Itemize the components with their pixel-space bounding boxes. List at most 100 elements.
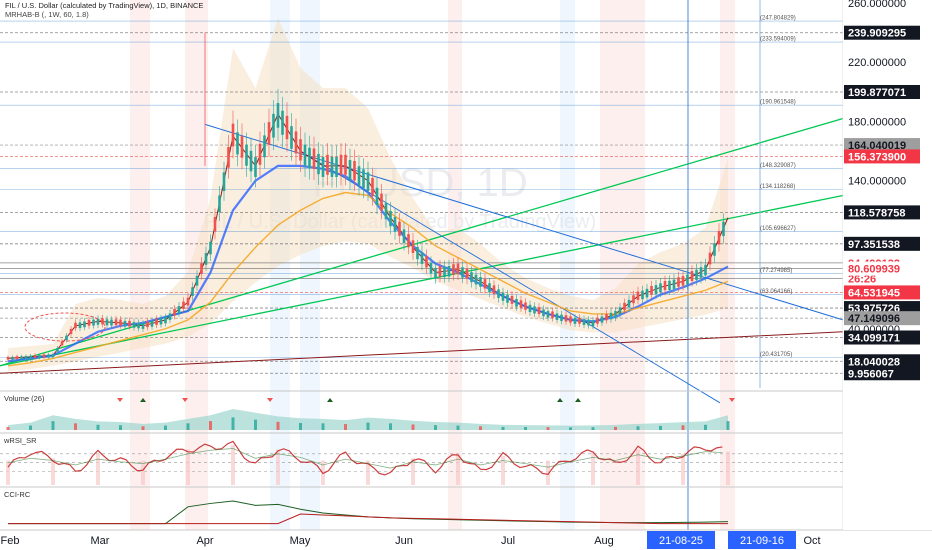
trendline-green-upper[interactable] (0, 117, 844, 367)
candle-body[interactable] (375, 187, 379, 206)
candle-body[interactable] (263, 135, 266, 158)
cci-pane-label[interactable]: CCI-RC (4, 490, 31, 499)
time-axis-label[interactable]: Apr (196, 535, 213, 547)
price-level-tag-label[interactable]: 97.351538 (848, 239, 900, 251)
price-level-tag[interactable] (844, 25, 920, 40)
candle-body[interactable] (533, 306, 536, 314)
wrsi-line[interactable] (7, 448, 723, 469)
price-pane[interactable]: (247.804829) (233.594009) (190.961548) (148… (0, 0, 844, 530)
candle-body[interactable] (281, 110, 284, 135)
candle-body[interactable] (132, 322, 136, 328)
candle-body[interactable] (150, 320, 154, 327)
time-axis-label[interactable]: May (290, 535, 311, 547)
price-level-tag[interactable] (844, 330, 920, 345)
candle-body[interactable] (92, 319, 95, 326)
candle-body[interactable] (83, 321, 86, 328)
cci-line[interactable] (8, 513, 728, 525)
candle-body[interactable] (407, 234, 410, 248)
volume-bar[interactable] (51, 421, 55, 430)
time-axis-label[interactable]: Jun (395, 535, 413, 547)
candle-body[interactable] (501, 292, 505, 301)
volume-bar[interactable] (299, 422, 302, 430)
candle-body[interactable] (137, 322, 140, 329)
candle-body[interactable] (609, 312, 613, 320)
volume-bar[interactable] (186, 423, 190, 430)
candle-body[interactable] (411, 240, 415, 253)
price-level-tag-label[interactable]: 47.149096 (848, 313, 900, 325)
candle-body[interactable] (690, 271, 694, 282)
candle-body[interactable] (650, 285, 653, 295)
volume-bar[interactable] (276, 421, 280, 430)
candle-body[interactable] (96, 318, 100, 325)
candle-body[interactable] (186, 297, 190, 306)
candle-body[interactable] (182, 301, 185, 309)
candle-body[interactable] (33, 355, 37, 358)
price-level-tag-label[interactable]: 34.099171 (848, 333, 900, 345)
candle-body[interactable] (105, 319, 109, 326)
candle-body[interactable] (303, 144, 307, 166)
candle-body[interactable] (357, 166, 361, 186)
volume-bar[interactable] (591, 427, 595, 430)
candle-body[interactable] (623, 302, 626, 311)
volume-bar[interactable] (231, 417, 235, 430)
candle-body[interactable] (15, 356, 19, 359)
time-axis-label[interactable]: Jul (501, 535, 515, 547)
candle-body[interactable] (434, 267, 437, 279)
candle-body[interactable] (249, 150, 253, 172)
price-level-tag[interactable] (844, 138, 920, 153)
trendline-green-lower[interactable] (0, 194, 844, 367)
candle-body[interactable] (515, 298, 518, 307)
candle-body[interactable] (708, 252, 712, 265)
candle-body[interactable] (11, 356, 14, 360)
volume-bar[interactable] (389, 423, 392, 430)
trendline-maroon[interactable] (0, 331, 844, 374)
candle-body[interactable] (447, 266, 451, 277)
volume-bar[interactable] (704, 424, 707, 430)
candle-body[interactable] (398, 221, 401, 236)
price-level-tag-label[interactable]: 239.909295 (848, 28, 906, 40)
volume-bar[interactable] (681, 425, 685, 430)
candle-body[interactable] (470, 272, 473, 283)
candle-body[interactable] (456, 263, 460, 275)
candle-body[interactable] (632, 295, 635, 304)
candle-body[interactable] (276, 103, 280, 128)
candle-body[interactable] (488, 283, 491, 293)
volume-bar[interactable] (96, 424, 100, 430)
candle-body[interactable] (294, 131, 298, 154)
candle-body[interactable] (74, 322, 77, 329)
volume-bar[interactable] (119, 425, 122, 430)
price-level-tag-label[interactable]: 64.531945 (848, 287, 900, 299)
candle-body[interactable] (380, 193, 383, 211)
price-level-tag-label[interactable]: 9.956067 (848, 368, 894, 380)
candle-body[interactable] (42, 354, 46, 358)
price-level-tag[interactable] (844, 261, 920, 276)
candle-body[interactable] (461, 267, 464, 278)
candle-body[interactable] (200, 263, 203, 274)
candle-body[interactable] (560, 314, 563, 322)
trendline-blue-channel[interactable] (299, 150, 721, 404)
candle-body[interactable] (596, 317, 599, 324)
candle-body[interactable] (686, 274, 689, 285)
candle-body[interactable] (87, 319, 91, 326)
candle-body[interactable] (29, 355, 32, 359)
indicator-legend[interactable]: MRHAB-B (, 1W, 60, 1.8) (5, 10, 89, 19)
volume-bar[interactable] (411, 424, 415, 430)
candle-body[interactable] (699, 267, 703, 278)
candle-body[interactable] (636, 291, 640, 300)
price-level-tag[interactable] (844, 366, 920, 381)
volume-bar[interactable] (344, 424, 347, 430)
candle-body[interactable] (344, 154, 347, 175)
candle-body[interactable] (321, 156, 325, 177)
volume-bar[interactable] (6, 427, 10, 430)
candle-body[interactable] (668, 280, 671, 291)
price-level-tag[interactable] (844, 311, 920, 326)
candle-body[interactable] (416, 246, 419, 260)
candle-body[interactable] (659, 283, 662, 293)
candle-body[interactable] (695, 269, 698, 280)
candle-body[interactable] (128, 320, 131, 327)
wrsi-pane-label[interactable]: wRSI_SR (3, 436, 37, 445)
candle-body[interactable] (564, 315, 568, 322)
candle-body[interactable] (479, 277, 482, 287)
candle-body[interactable] (551, 311, 554, 319)
price-level-tag-label[interactable]: 80.609939 (848, 264, 900, 276)
